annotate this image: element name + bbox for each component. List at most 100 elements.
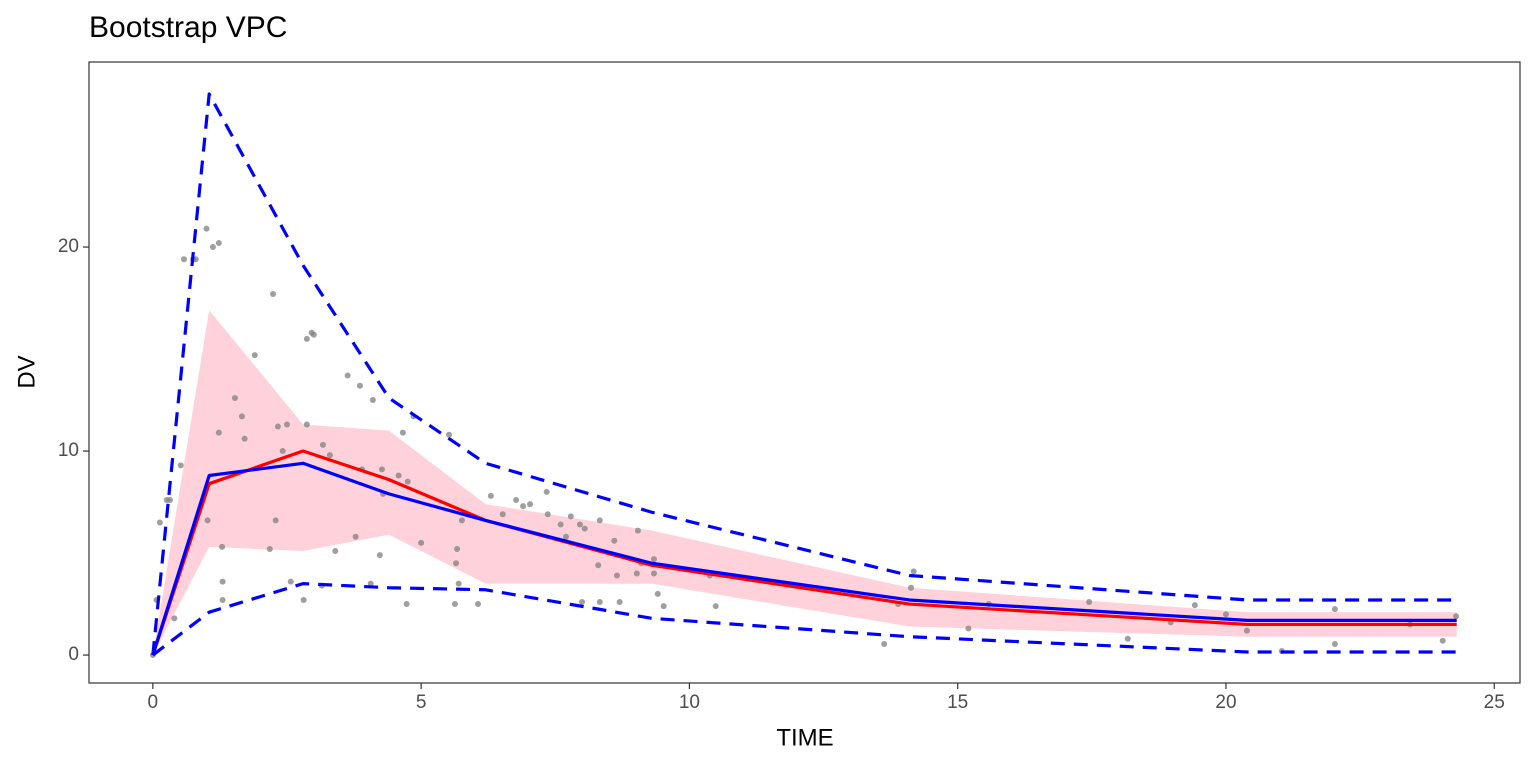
- observation: [219, 543, 226, 550]
- observation: [446, 431, 453, 438]
- observation: [1331, 606, 1338, 613]
- observation: [418, 539, 425, 546]
- x-tick-label: 5: [416, 692, 427, 713]
- observation: [209, 244, 216, 251]
- observation: [1331, 641, 1338, 648]
- chart-title: Bootstrap VPC: [89, 11, 287, 44]
- observation: [453, 560, 460, 567]
- observation: [563, 533, 569, 540]
- observation: [712, 603, 719, 610]
- observation: [595, 562, 602, 569]
- observation: [404, 478, 411, 485]
- observation: [475, 601, 482, 608]
- observation: [287, 578, 294, 585]
- observation: [650, 570, 657, 577]
- observation: [266, 545, 273, 552]
- observation: [613, 572, 620, 579]
- observation: [633, 570, 640, 577]
- observation: [167, 497, 174, 504]
- observation: [203, 225, 210, 232]
- observation: [251, 352, 258, 359]
- observation: [156, 519, 163, 526]
- observation: [356, 382, 363, 389]
- observation: [319, 441, 326, 448]
- interval-line: [151, 582, 1457, 657]
- observation: [352, 533, 359, 540]
- observation: [910, 568, 917, 575]
- observation: [499, 511, 506, 518]
- observation: [616, 599, 623, 606]
- observation: [567, 513, 574, 520]
- observation: [1439, 637, 1446, 644]
- observation: [215, 429, 222, 436]
- observation: [344, 372, 351, 379]
- observation: [611, 537, 618, 544]
- y-tick-label: 10: [58, 440, 79, 461]
- x-tick-label: 10: [679, 692, 700, 713]
- observation: [274, 423, 281, 430]
- observation: [1453, 613, 1460, 620]
- observation: [376, 552, 383, 559]
- interval-line: [151, 92, 1457, 656]
- observation: [219, 578, 226, 585]
- observation: [1191, 602, 1198, 609]
- observation: [576, 521, 583, 528]
- observation: [544, 511, 551, 518]
- observation: [520, 503, 527, 510]
- y-tick-label: 0: [68, 644, 79, 665]
- observation: [1086, 599, 1093, 606]
- observation: [270, 290, 277, 297]
- observation: [399, 429, 406, 436]
- observation: [326, 452, 333, 459]
- observation: [543, 488, 550, 495]
- y-axis-title: DV: [13, 355, 40, 388]
- observation: [557, 521, 564, 528]
- observation: [219, 596, 226, 603]
- x-axis-title: TIME: [776, 724, 833, 751]
- observation: [1243, 627, 1250, 634]
- observation: [369, 397, 376, 404]
- median-line: [151, 461, 1457, 656]
- observation: [204, 517, 211, 524]
- observation: [454, 545, 461, 552]
- observation: [332, 548, 339, 555]
- y-tick-label: 20: [58, 236, 79, 257]
- x-tick-label: 15: [947, 692, 968, 713]
- observation: [279, 448, 286, 455]
- observation: [881, 641, 888, 648]
- observation: [310, 331, 317, 338]
- observation: [231, 395, 238, 402]
- observation: [487, 492, 494, 499]
- observation: [283, 421, 290, 428]
- observation: [660, 603, 667, 610]
- observation: [378, 466, 385, 473]
- observation: [300, 596, 307, 603]
- observation: [581, 525, 588, 532]
- observation: [177, 462, 184, 469]
- x-tick-label: 25: [1484, 692, 1505, 713]
- observation: [965, 625, 972, 632]
- observation: [579, 599, 586, 606]
- observation: [458, 517, 465, 524]
- observation: [1222, 611, 1229, 618]
- observation: [596, 517, 603, 524]
- observation: [403, 601, 410, 608]
- observation: [241, 435, 248, 442]
- band: [152, 310, 1457, 656]
- observation: [908, 584, 915, 591]
- observation: [650, 556, 657, 563]
- observation: [215, 239, 222, 246]
- observation: [451, 601, 458, 608]
- observation: [303, 335, 310, 342]
- observation: [238, 413, 245, 420]
- observation: [272, 517, 279, 524]
- x-tick-label: 20: [1215, 692, 1236, 713]
- observation: [596, 599, 603, 606]
- panel-border: [88, 61, 1521, 684]
- observation: [513, 497, 520, 504]
- observation: [171, 615, 178, 622]
- observation: [654, 590, 661, 597]
- observation: [303, 421, 310, 428]
- observation: [180, 256, 187, 263]
